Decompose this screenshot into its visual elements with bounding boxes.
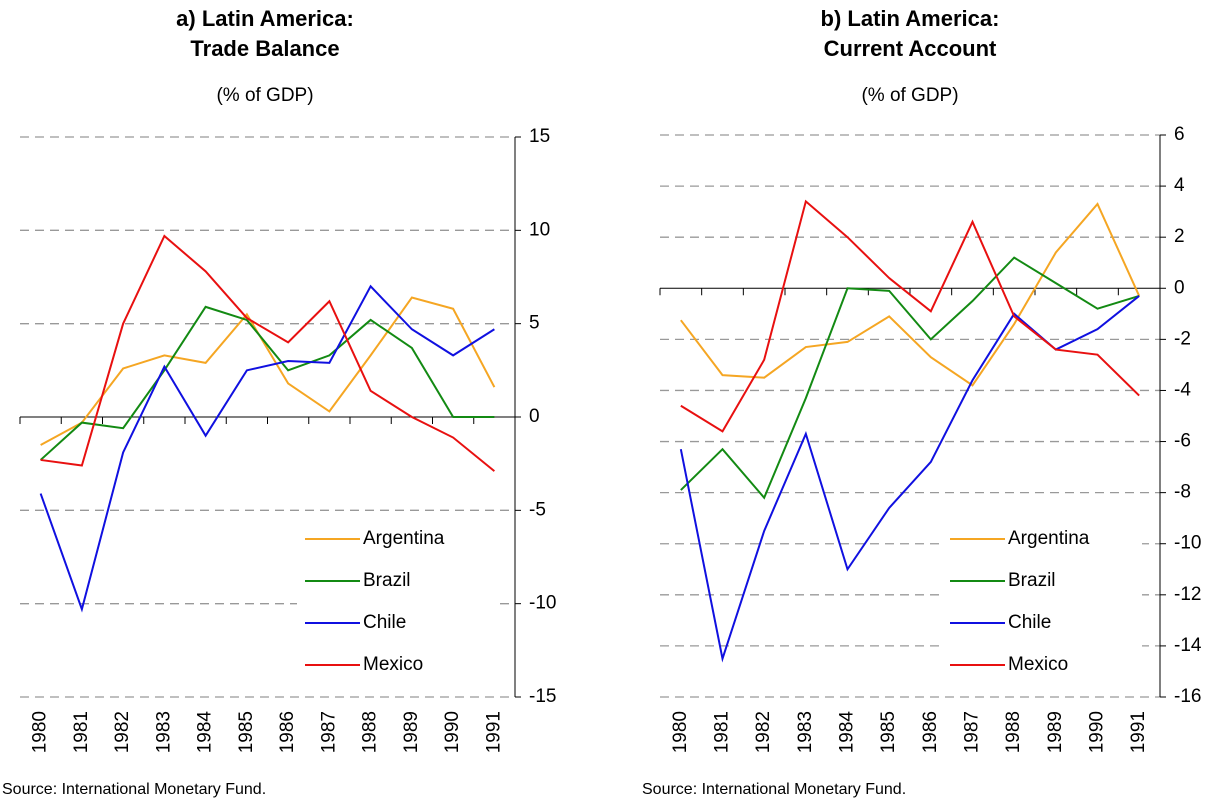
chart-title: Current Account (824, 36, 997, 61)
x-tick-label: 1980 (30, 711, 51, 753)
legend-label: Chile (1008, 612, 1051, 633)
legend-label: Mexico (1008, 654, 1068, 675)
legend-label: Argentina (1008, 528, 1090, 549)
y-tick-label: -8 (1174, 482, 1191, 503)
y-tick-label: 0 (1174, 277, 1185, 298)
x-tick-label: 1983 (153, 711, 174, 753)
x-tick-label: 1991 (1128, 711, 1149, 753)
y-tick-label: -5 (529, 499, 546, 520)
y-tick-label: -14 (1174, 635, 1202, 656)
x-tick-label: 1986 (920, 711, 941, 753)
x-tick-label: 1987 (962, 711, 983, 753)
y-tick-label: 15 (529, 126, 550, 147)
y-tick-label: 5 (529, 313, 540, 334)
series-line (39, 284, 495, 613)
y-tick-label: 0 (529, 406, 540, 427)
series-line (40, 296, 496, 446)
series-line (680, 256, 1140, 500)
legend-bg (297, 519, 497, 687)
x-tick-label: 1984 (195, 711, 216, 754)
x-tick-label: 1991 (483, 711, 504, 753)
y-tick-label: -16 (1174, 686, 1201, 707)
x-tick-label: 1983 (795, 711, 816, 753)
y-tick-label: 4 (1174, 175, 1185, 196)
x-tick-label: 1985 (878, 711, 899, 753)
y-tick-label: -12 (1174, 584, 1201, 605)
y-tick-label: -10 (529, 593, 556, 614)
legend-bg (942, 519, 1142, 687)
x-tick-label: 1984 (837, 711, 858, 754)
x-tick-label: 1982 (112, 711, 133, 753)
x-tick-label: 1988 (1003, 711, 1024, 753)
y-tick-label: 2 (1174, 226, 1185, 247)
legend-label: Brazil (1008, 570, 1056, 591)
source: Source: International Monetary Fund. (2, 781, 266, 798)
x-tick-label: 1986 (277, 711, 298, 753)
source: Source: International Monetary Fund. (642, 781, 906, 798)
legend-label: Brazil (363, 570, 411, 591)
x-tick-label: 1985 (236, 711, 257, 753)
y-tick-label: 10 (529, 219, 550, 240)
legend-label: Mexico (363, 654, 423, 675)
y-tick-label: 6 (1174, 124, 1185, 145)
chart-subtitle: (% of GDP) (861, 85, 958, 106)
chart-subtitle: (% of GDP) (216, 85, 313, 106)
x-tick-label: 1981 (71, 711, 92, 753)
legend-label: Chile (363, 612, 406, 633)
y-tick-label: -6 (1174, 431, 1191, 452)
series-line (39, 305, 495, 461)
y-tick-label: -2 (1174, 328, 1191, 349)
series-line (680, 199, 1140, 433)
x-tick-label: 1980 (670, 711, 691, 753)
y-tick-label: -4 (1174, 379, 1191, 400)
x-tick-label: 1990 (442, 711, 463, 753)
series-line (40, 234, 496, 472)
legend-label: Argentina (363, 528, 445, 549)
x-tick-label: 1981 (712, 711, 733, 753)
chart-title: b) Latin America: (821, 6, 1000, 31)
series-line (679, 295, 1140, 663)
x-tick-label: 1990 (1087, 711, 1108, 753)
x-tick-label: 1982 (753, 711, 774, 753)
y-tick-label: -15 (529, 686, 556, 707)
chart-title: Trade Balance (190, 36, 339, 61)
chart-title: a) Latin America: (176, 6, 354, 31)
x-tick-label: 1989 (401, 711, 422, 753)
x-tick-label: 1988 (360, 711, 381, 753)
series-line (680, 202, 1141, 387)
y-tick-label: -10 (1174, 533, 1201, 554)
x-tick-label: 1989 (1045, 711, 1066, 753)
x-tick-label: 1987 (318, 711, 339, 753)
